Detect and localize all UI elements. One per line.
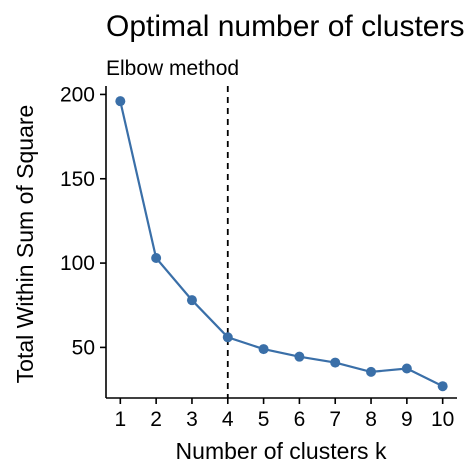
x-tick-label: 2 <box>150 408 162 431</box>
data-point <box>222 332 233 343</box>
chart-title: Optimal number of clusters <box>106 10 464 43</box>
data-point <box>258 344 269 355</box>
series-line <box>119 100 444 388</box>
x-tick-label: 5 <box>258 408 270 431</box>
data-point <box>437 381 448 392</box>
axes: 50 100 150 200 1 2 3 4 5 6 7 8 9 10 <box>60 83 457 431</box>
x-tick-label: 3 <box>186 408 198 431</box>
x-tick-label: 4 <box>222 408 234 431</box>
data-point <box>401 363 412 374</box>
y-tick-label: 150 <box>60 168 95 191</box>
x-tick-label: 8 <box>365 408 377 431</box>
x-tick-label: 1 <box>114 408 126 431</box>
data-point <box>186 295 197 306</box>
y-tick-label: 50 <box>72 336 95 359</box>
x-tick-label: 6 <box>294 408 306 431</box>
x-tick-label: 10 <box>431 408 454 431</box>
x-axis-title: Number of clusters k <box>176 438 387 464</box>
x-tick-label: 9 <box>401 408 413 431</box>
chart-subtitle: Elbow method <box>106 57 239 80</box>
y-tick-label: 200 <box>60 83 95 106</box>
data-point <box>151 253 162 264</box>
y-tick-label: 100 <box>60 252 95 275</box>
x-tick-label: 7 <box>329 408 341 431</box>
data-point <box>294 351 305 362</box>
data-point <box>366 366 377 377</box>
y-axis-title: Total Within Sum of Square <box>12 105 38 384</box>
data-point <box>330 357 341 368</box>
data-point <box>115 96 126 107</box>
plot-area <box>115 86 448 398</box>
